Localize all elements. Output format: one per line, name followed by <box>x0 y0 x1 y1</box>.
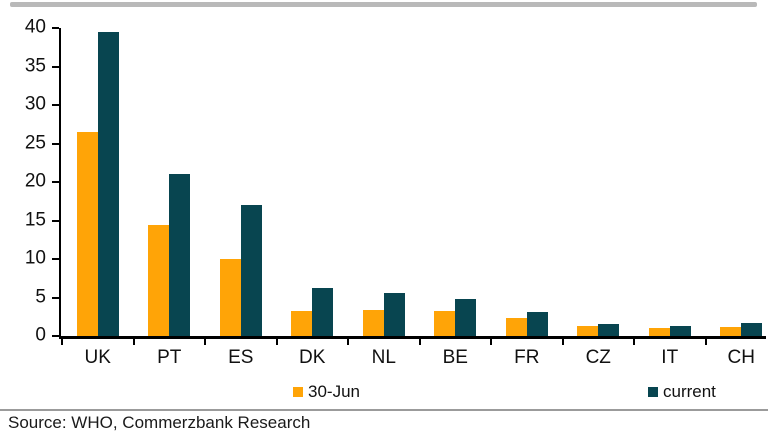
bar-30jun-nl <box>362 310 384 336</box>
legend-label-current: current <box>663 382 716 401</box>
y-axis-tick-label: 5 <box>35 286 46 308</box>
x-axis-label-pt: PT <box>157 347 182 368</box>
bar-30jun-dk <box>291 311 313 336</box>
bar-30jun-pt <box>148 225 170 336</box>
y-axis-tick <box>52 142 59 145</box>
bar-30jun-es <box>219 259 241 336</box>
y-axis-tick <box>52 104 59 106</box>
bar-current-uk <box>97 32 119 336</box>
x-axis-tick <box>132 336 135 345</box>
x-axis-tick <box>490 336 492 345</box>
bar-current-cz <box>598 324 620 336</box>
bar-current-fr <box>526 312 548 336</box>
y-axis-tick <box>52 335 59 337</box>
x-axis-tick <box>561 336 564 345</box>
legend-swatch-current-icon <box>648 387 658 397</box>
y-axis-tick-label: 15 <box>24 209 46 231</box>
y-axis-tick-label: 40 <box>24 16 46 38</box>
bar-current-pt <box>169 174 191 336</box>
x-axis-label-it: IT <box>661 347 679 368</box>
bar-30jun-ch <box>720 327 742 336</box>
footer-divider <box>0 409 768 411</box>
x-axis-label-es: ES <box>228 347 254 368</box>
x-axis-label-ch: CH <box>727 347 755 368</box>
y-axis-tick <box>52 296 59 299</box>
y-axis-tick <box>52 65 59 68</box>
bar-30jun-be <box>434 311 456 336</box>
legend-label-30jun: 30-Jun <box>308 382 360 401</box>
y-axis-tick-label: 0 <box>35 324 46 346</box>
x-axis-label-dk: DK <box>299 347 326 368</box>
bar-current-dk <box>312 288 334 336</box>
x-axis-tick <box>418 336 421 345</box>
bar-30jun-uk <box>76 132 98 336</box>
y-axis-tick-label: 30 <box>24 93 46 115</box>
y-axis-tick <box>52 219 59 222</box>
x-axis-label-fr: FR <box>514 347 540 368</box>
bar-current-it <box>669 326 691 336</box>
legend-swatch-30jun-icon <box>293 387 303 397</box>
y-axis-tick <box>52 27 59 29</box>
bar-current-be <box>455 299 477 336</box>
x-axis-tick <box>61 336 63 345</box>
x-axis-label-uk: UK <box>84 347 111 368</box>
x-axis-label-be: BE <box>442 347 468 368</box>
source-text: Source: WHO, Commerzbank Research <box>8 413 311 432</box>
x-axis-tick <box>704 336 707 345</box>
y-axis-line <box>59 28 61 339</box>
y-axis-tick-label: 10 <box>24 247 46 269</box>
chart-legend: 30-Jun current <box>0 382 768 402</box>
bar-chart: 0 5 10 15 20 25 30 35 40 UK PT ES DK NL BE FR CZ IT CH <box>25 17 766 368</box>
y-axis-tick-label: 35 <box>24 55 46 77</box>
y-axis-tick-label: 25 <box>24 132 46 154</box>
y-axis-tick <box>52 258 59 260</box>
x-axis-tick <box>204 336 206 345</box>
top-divider <box>10 2 757 7</box>
bar-current-nl <box>383 293 405 336</box>
y-axis-tick-label: 20 <box>24 170 46 192</box>
bar-current-es <box>240 205 262 336</box>
bar-30jun-fr <box>505 318 527 336</box>
x-axis-label-cz: CZ <box>585 347 611 368</box>
legend-item-current: current <box>648 382 716 402</box>
plot-area: 0 5 10 15 20 25 30 35 40 UK PT ES DK NL BE FR CZ IT CH <box>25 17 766 368</box>
bar-30jun-it <box>648 328 670 336</box>
x-axis-tick <box>347 336 349 345</box>
y-axis-tick <box>52 181 59 183</box>
legend-item-30jun: 30-Jun <box>293 382 360 402</box>
x-axis-tick <box>275 336 278 345</box>
bar-current-ch <box>741 323 763 336</box>
bar-30jun-cz <box>577 326 599 336</box>
x-axis-line <box>59 336 766 339</box>
x-axis-label-nl: NL <box>371 347 396 368</box>
x-axis-tick <box>633 336 635 345</box>
